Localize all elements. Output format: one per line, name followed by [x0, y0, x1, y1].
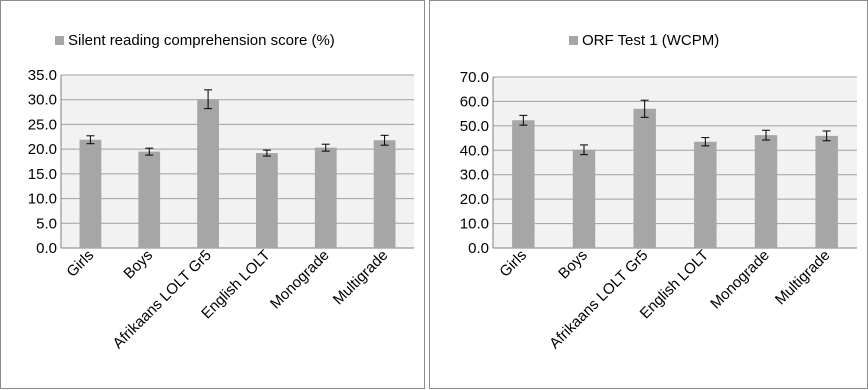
category-label: Monograde	[267, 247, 333, 313]
legend-label: Silent reading comprehension score (%)	[68, 32, 335, 49]
y-tick-label: 0.0	[468, 240, 489, 257]
panel-divider	[425, 0, 429, 390]
chart-orf-test: ORF Test 1 (WCPM) 0.0 10.0 20.0 30.0 40.0 50.0…	[460, 32, 857, 352]
y-tick-label: 10.0	[460, 216, 489, 233]
y-tick-label: 0.0	[36, 240, 57, 257]
bar	[79, 139, 102, 248]
y-tick-label: 30.0	[28, 92, 57, 109]
plot-area	[61, 75, 414, 248]
y-tick-label: 10.0	[28, 191, 57, 208]
category-label: Afrikaans LOLT Gr5	[110, 247, 215, 352]
y-tick-label: 40.0	[460, 142, 489, 159]
category-label: Multigrade	[330, 247, 392, 309]
y-tick-label: 5.0	[36, 215, 57, 232]
y-tick-label: 60.0	[460, 93, 489, 110]
y-tick-label: 35.0	[28, 67, 57, 84]
bar	[815, 135, 838, 248]
bar	[373, 140, 396, 248]
bar	[256, 153, 278, 248]
y-tick-label: 70.0	[460, 69, 489, 86]
bar	[633, 108, 656, 248]
bar	[572, 149, 596, 248]
plot-area	[493, 77, 857, 248]
y-tick-label: 50.0	[460, 118, 489, 135]
chart-silent-reading: Silent reading comprehension score (%) 0.…	[28, 32, 414, 352]
legend-swatch	[55, 36, 64, 45]
bar	[754, 135, 778, 248]
y-tick-label: 20.0	[28, 141, 57, 158]
chart-panel-orf-test: ORF Test 1 (WCPM) 0.0 10.0 20.0 30.0 40.0 50.0…	[429, 0, 868, 389]
category-label: Girls	[63, 247, 97, 281]
legend-label: ORF Test 1 (WCPM)	[582, 32, 719, 49]
y-tick-label: 20.0	[460, 191, 489, 208]
y-tick-label: 15.0	[28, 166, 57, 183]
category-label: Multigrade	[772, 247, 834, 309]
category-label: Boys	[120, 247, 156, 283]
y-tick-label: 30.0	[460, 167, 489, 184]
bar	[314, 147, 337, 248]
category-label: Boys	[555, 247, 591, 283]
y-tick-label: 25.0	[28, 116, 57, 133]
bar	[197, 99, 219, 248]
category-label: Girls	[496, 247, 530, 281]
bar	[138, 151, 161, 248]
bar	[694, 141, 717, 248]
legend-swatch	[569, 36, 578, 45]
chart-panel-silent-reading: Silent reading comprehension score (%) 0.…	[0, 0, 425, 389]
bar	[512, 120, 535, 248]
category-label: Monograde	[707, 247, 773, 313]
